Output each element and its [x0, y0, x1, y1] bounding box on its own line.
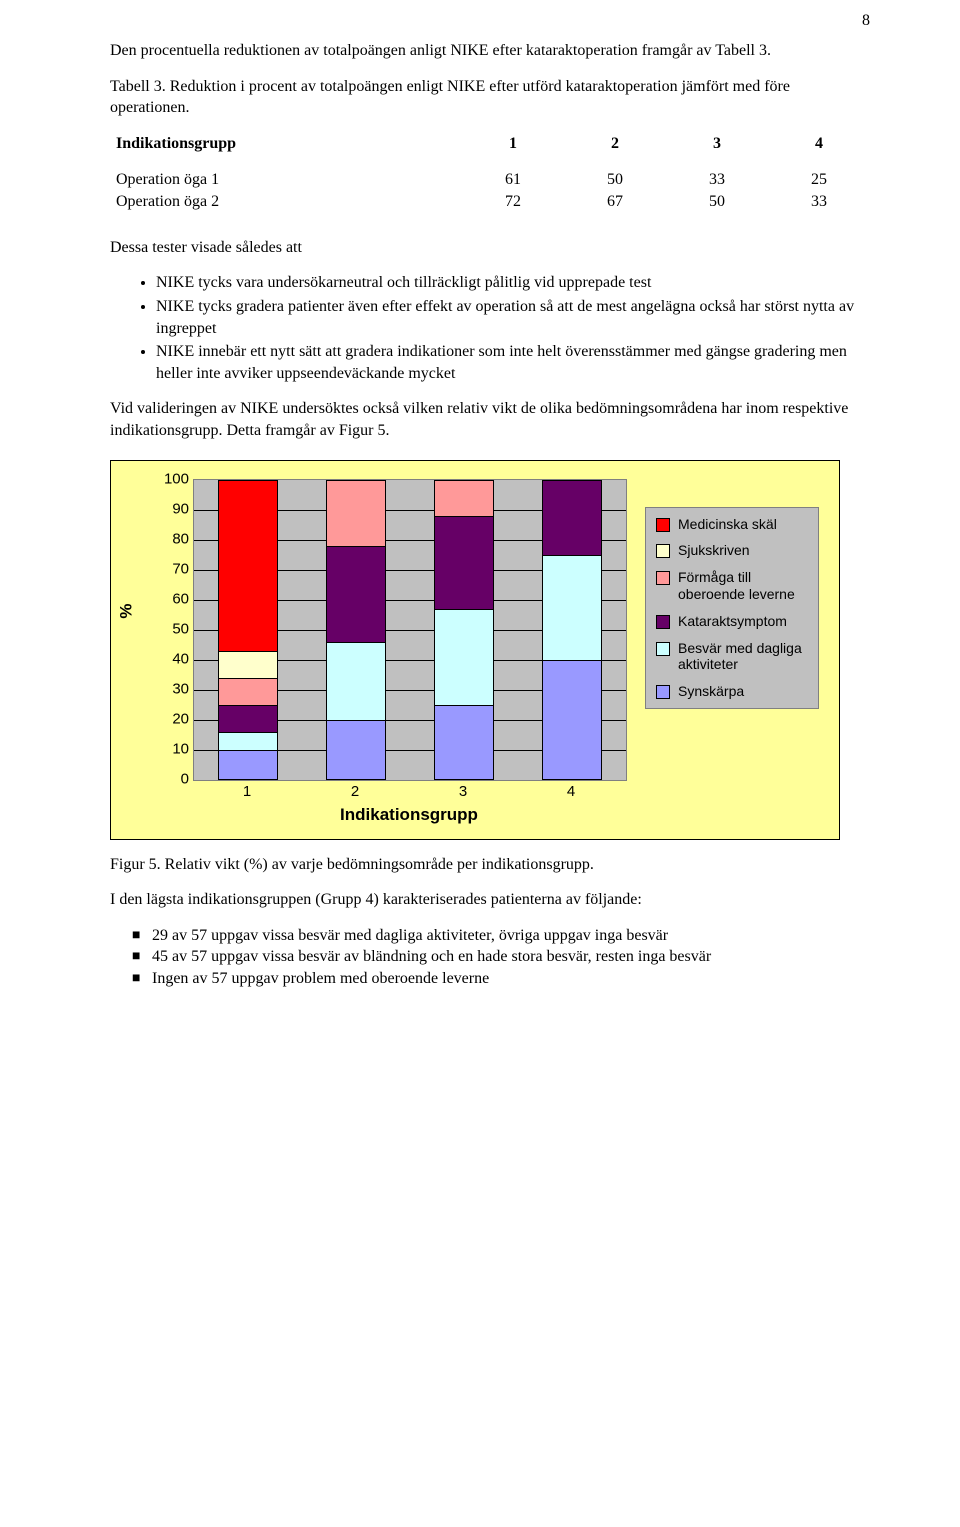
- chart-bar-segment: [218, 705, 278, 732]
- chart-legend-item: Kataraktsymptom: [656, 613, 808, 630]
- table-col-2: 2: [564, 133, 666, 155]
- chart-bar-segment: [434, 516, 494, 609]
- table-cell: 67: [564, 191, 666, 213]
- chart-bar-segment: [542, 480, 602, 555]
- legend-label: Synskärpa: [678, 683, 744, 700]
- chart-bar-segment: [218, 480, 278, 651]
- chart-legend-item: Sjukskriven: [656, 542, 808, 559]
- chart-legend: Medicinska skäl Sjukskriven Förmåga till o…: [645, 507, 819, 709]
- chart-y-tick: 0: [153, 770, 189, 787]
- table-col-1: 1: [462, 133, 564, 155]
- chart-bar-segment: [326, 546, 386, 642]
- chart-x-axis-title: Indikationsgrupp: [193, 805, 625, 825]
- chart-bar-segment: [218, 678, 278, 705]
- legend-swatch: [656, 571, 670, 585]
- chart-bar-segment: [218, 651, 278, 678]
- list-item: 45 av 57 uppgav vissa besvär av bländnin…: [156, 946, 870, 968]
- page-number: 8: [862, 12, 870, 30]
- table-col-3: 3: [666, 133, 768, 155]
- chart-y-tick: 20: [153, 710, 189, 727]
- tests-bullet-list: NIKE tycks vara undersökarneutral och ti…: [110, 272, 870, 384]
- table-cell: 50: [564, 169, 666, 191]
- table-cell: 33: [768, 191, 870, 213]
- chart-legend-item: Medicinska skäl: [656, 516, 808, 533]
- table-cell: 33: [666, 169, 768, 191]
- chart-bar-segment: [326, 642, 386, 720]
- chart-y-tick: 30: [153, 680, 189, 697]
- stacked-bar-chart: % Indikationsgrupp Medicinska skäl Sjuksk…: [110, 460, 840, 840]
- table-row: Operation öga 1 61 50 33 25: [110, 169, 870, 191]
- lowgroup-intro: I den lägsta indikationsgruppen (Grupp 4…: [110, 889, 870, 911]
- chart-y-tick: 100: [153, 470, 189, 487]
- chart-bar: [326, 480, 386, 780]
- chart-y-tick: 50: [153, 620, 189, 637]
- chart-bar: [542, 480, 602, 780]
- legend-swatch: [656, 544, 670, 558]
- legend-label: Medicinska skäl: [678, 516, 777, 533]
- legend-swatch: [656, 615, 670, 629]
- legend-label: Sjukskriven: [678, 542, 750, 559]
- table-col-4: 4: [768, 133, 870, 155]
- table-row-label: Operation öga 2: [110, 191, 462, 213]
- intro-paragraph: Den procentuella reduktionen av totalpoä…: [110, 40, 870, 62]
- chart-y-axis-label: %: [117, 603, 137, 618]
- list-item: Ingen av 57 uppgav problem med oberoende…: [156, 968, 870, 990]
- chart-legend-item: Synskärpa: [656, 683, 808, 700]
- validation-paragraph: Vid valideringen av NIKE undersöktes ock…: [110, 398, 870, 441]
- chart-x-tick: 4: [567, 783, 575, 800]
- table-cell: 25: [768, 169, 870, 191]
- chart-x-tick: 2: [351, 783, 359, 800]
- chart-bar: [218, 480, 278, 780]
- chart-x-tick: 3: [459, 783, 467, 800]
- reduction-table: Indikationsgrupp 1 2 3 4 Operation öga 1…: [110, 133, 870, 213]
- list-item: NIKE tycks gradera patienter även efter …: [156, 296, 870, 339]
- list-item: 29 av 57 uppgav vissa besvär med dagliga…: [156, 925, 870, 947]
- figure-caption: Figur 5. Relativ vikt (%) av varje bedöm…: [110, 854, 870, 876]
- chart-y-tick: 70: [153, 560, 189, 577]
- chart-bar-segment: [218, 732, 278, 750]
- table-cell: 50: [666, 191, 768, 213]
- table-cell: 72: [462, 191, 564, 213]
- chart-y-tick: 90: [153, 500, 189, 517]
- chart-bar-segment: [326, 720, 386, 780]
- chart-y-tick: 80: [153, 530, 189, 547]
- list-item: NIKE tycks vara undersökarneutral och ti…: [156, 272, 870, 294]
- legend-swatch: [656, 518, 670, 532]
- chart-plot-area: [193, 479, 627, 781]
- chart-bar-segment: [434, 609, 494, 705]
- chart-y-tick: 10: [153, 740, 189, 757]
- table-row-label: Operation öga 1: [110, 169, 462, 191]
- legend-label: Besvär med dagliga aktiviteter: [678, 640, 808, 674]
- chart-x-tick: 1: [243, 783, 251, 800]
- chart-bar-segment: [542, 555, 602, 660]
- table-cell: 61: [462, 169, 564, 191]
- chart-y-tick: 40: [153, 650, 189, 667]
- chart-bar-segment: [434, 705, 494, 780]
- legend-label: Kataraktsymptom: [678, 613, 787, 630]
- chart-legend-item: Besvär med dagliga aktiviteter: [656, 640, 808, 674]
- legend-label: Förmåga till oberoende leverne: [678, 569, 808, 603]
- chart-bar-segment: [326, 480, 386, 546]
- chart-bar-segment: [434, 480, 494, 516]
- tests-intro: Dessa tester visade således att: [110, 237, 870, 259]
- legend-swatch: [656, 685, 670, 699]
- chart-legend-item: Förmåga till oberoende leverne: [656, 569, 808, 603]
- table-row-header-label: Indikationsgrupp: [110, 133, 462, 155]
- legend-swatch: [656, 642, 670, 656]
- chart-y-tick: 60: [153, 590, 189, 607]
- table-row: Operation öga 2 72 67 50 33: [110, 191, 870, 213]
- list-item: NIKE innebär ett nytt sätt att gradera i…: [156, 341, 870, 384]
- chart-bar: [434, 480, 494, 780]
- chart-bar-segment: [542, 660, 602, 780]
- table-caption: Tabell 3. Reduktion i procent av totalpo…: [110, 76, 870, 119]
- chart-bar-segment: [218, 750, 278, 780]
- lowgroup-bullet-list: 29 av 57 uppgav vissa besvär med dagliga…: [110, 925, 870, 990]
